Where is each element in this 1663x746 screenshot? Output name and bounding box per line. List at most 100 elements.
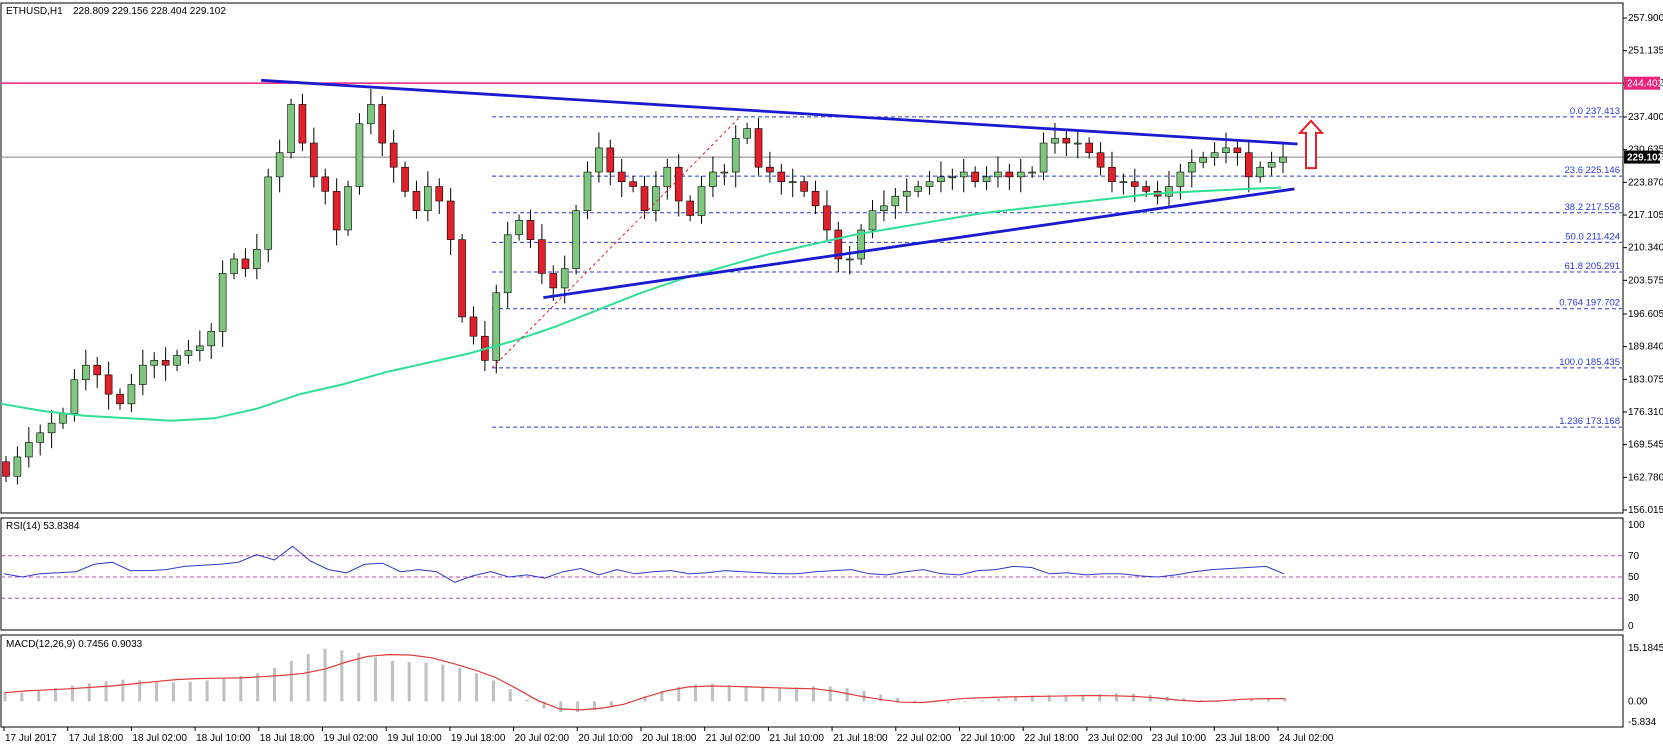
- candle-body: [310, 142, 318, 178]
- candle-body: [731, 137, 740, 173]
- rsi-level-label: 100: [1628, 520, 1645, 531]
- macd-bar: [441, 664, 445, 702]
- ohlc-label: 228.809 229.156 228.404 229.102: [73, 6, 226, 17]
- macd-bar: [997, 698, 1001, 702]
- candle-body: [754, 128, 763, 168]
- candle-body: [116, 393, 124, 405]
- candle-body: [47, 422, 56, 434]
- macd-bar: [54, 688, 58, 702]
- macd-bar: [188, 681, 192, 702]
- macd-tick-label: -5.834: [1628, 717, 1657, 728]
- candle-body: [948, 176, 957, 179]
- price-tick-label: 196.605: [1628, 309, 1663, 320]
- candle-body: [891, 195, 900, 207]
- macd-bar: [811, 686, 815, 702]
- candle-body: [766, 166, 774, 173]
- price-tick-label: 223.870: [1628, 177, 1663, 188]
- time-label: 22 Jul 18:00: [1024, 733, 1079, 744]
- candle-body: [241, 258, 250, 269]
- candle-body: [401, 166, 409, 192]
- macd-bar: [1216, 701, 1220, 703]
- macd-bar: [508, 689, 512, 702]
- macd-bar: [845, 688, 849, 702]
- macd-bar: [424, 662, 428, 702]
- macd-tick-label: 0.00: [1628, 696, 1648, 707]
- macd-bar: [205, 680, 209, 702]
- macd-bar: [778, 688, 782, 702]
- candle-body: [82, 364, 90, 380]
- macd-bar: [946, 701, 950, 704]
- macd-bar: [20, 692, 24, 702]
- time-label: 18 Jul 18:00: [260, 733, 315, 744]
- macd-bar: [727, 685, 731, 702]
- ascending-support: [543, 187, 1295, 299]
- candle-body: [13, 456, 22, 477]
- macd-bar: [963, 701, 967, 703]
- macd-bar: [374, 657, 378, 702]
- macd-bar: [306, 653, 310, 702]
- macd-bar: [879, 694, 883, 702]
- candle-body: [355, 123, 364, 187]
- candle-body: [1142, 186, 1150, 192]
- candle-body: [1279, 156, 1287, 163]
- candle-body: [287, 104, 295, 154]
- candle-body: [1187, 162, 1196, 173]
- time-label: 19 Jul 02:00: [324, 733, 379, 744]
- up-arrow-icon: [1297, 119, 1325, 170]
- price-tick-label: 189.840: [1628, 342, 1663, 353]
- price-tick-label: 203.575: [1628, 275, 1663, 286]
- candle-body: [937, 176, 945, 183]
- rsi-level-label: 70: [1628, 551, 1640, 562]
- rsi-level-label: 50: [1628, 572, 1640, 583]
- price-tick-label: 156.015: [1628, 505, 1663, 516]
- candle-body: [321, 176, 330, 192]
- time-label: 19 Jul 10:00: [387, 733, 442, 744]
- candle-body: [971, 171, 979, 183]
- rsi-line: [3, 545, 1285, 583]
- candle-body: [230, 258, 238, 274]
- candle-body: [173, 355, 181, 366]
- candle-body: [275, 152, 284, 178]
- price-tick-label: 251.135: [1628, 46, 1663, 57]
- candle-body: [1222, 147, 1230, 154]
- candle-body: [184, 350, 193, 356]
- macd-bar: [980, 700, 984, 702]
- candle-body: [674, 166, 683, 202]
- candle-body: [150, 360, 159, 366]
- symbol-label: ETHUSD,H1: [6, 6, 63, 17]
- candle-body: [93, 364, 102, 376]
- time-label: 17 Jul 2017: [5, 733, 57, 744]
- time-label: 21 Jul 10:00: [769, 733, 824, 744]
- price-tick-label: 237.400: [1628, 112, 1663, 123]
- macd-bar: [37, 690, 41, 702]
- candle-body: [1210, 152, 1219, 158]
- candle-body: [264, 176, 273, 250]
- macd-axis: 15.1845 0.00 -5.834: [1628, 643, 1663, 728]
- macd-bar: [525, 699, 529, 702]
- candle-body: [526, 220, 535, 240]
- macd-bar: [3, 691, 7, 702]
- macd-bar: [1047, 695, 1051, 702]
- price-tick-label: 169.545: [1628, 440, 1663, 451]
- macd-bar: [677, 686, 681, 702]
- macd-bar: [70, 685, 74, 702]
- macd-bar: [1014, 696, 1018, 702]
- macd-bar: [390, 660, 394, 702]
- macd-bar: [491, 680, 495, 702]
- resistance-price-tag: [1624, 76, 1660, 90]
- time-label: 23 Jul 18:00: [1215, 733, 1270, 744]
- macd-bar: [475, 673, 479, 702]
- fib-label: 0.0 237.413: [1570, 106, 1620, 117]
- candle-body: [538, 239, 546, 274]
- macd-signal-line: [4, 653, 1285, 711]
- candle-body: [800, 181, 808, 192]
- fib-label: 50.0 211.424: [1565, 231, 1620, 242]
- candle-body: [1005, 171, 1014, 178]
- macd-bar: [896, 697, 900, 702]
- macd-histogram: [3, 648, 1287, 713]
- fib-label: 61.8 205.291: [1565, 261, 1620, 272]
- candle-body: [469, 316, 478, 337]
- candle-body: [207, 331, 216, 347]
- macd-bar: [289, 660, 293, 702]
- candle-body: [1176, 171, 1185, 187]
